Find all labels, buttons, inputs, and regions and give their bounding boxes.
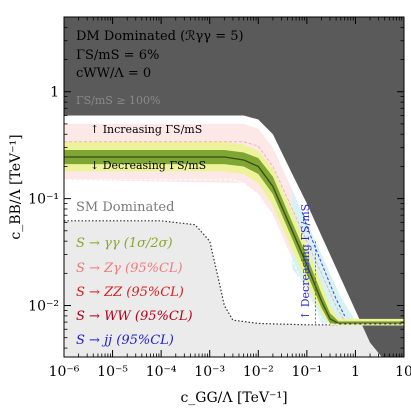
legend: S → γγ (1σ/2σ) S → Zγ (95%CL) S → ZZ (95%C… — [76, 236, 193, 348]
legend-entry: S → jj (95%CL) — [76, 333, 174, 348]
x-axis-label: c_GG/Λ [TeV⁻¹] — [180, 390, 287, 406]
legend-entry: S → ZZ (95%CL) — [76, 285, 184, 300]
plot-frame — [63, 16, 405, 358]
decreasing-width-vertical-label: ↑ Decreasing ΓS/mS — [299, 204, 312, 320]
decreasing-width-label: ↓ Decreasing ΓS/mS — [90, 159, 206, 172]
legend-entry: S → WW (95%CL) — [76, 309, 193, 324]
x-tick-label: 1 — [351, 364, 360, 380]
y-axis-label: c_BB/Λ [TeV⁻¹] — [8, 134, 24, 239]
legend-entry: S → Zγ (95%CL) — [76, 261, 183, 276]
annotations: DM Dominated (ℛγγ = 5) ΓS/mS = 6% cWW/Λ = … — [76, 29, 312, 320]
sm-dominated-region — [64, 220, 404, 357]
y-tick-label: 1 — [50, 85, 59, 101]
dm-dominated-region — [64, 17, 404, 357]
jj-dashed-line — [301, 211, 346, 317]
sm-dominated-label: SM Dominated — [76, 200, 174, 215]
axis-ticks: 10⁻⁶ 10⁻⁵ 10⁻⁴ 10⁻³ 10⁻² 10⁻¹ 1 10 10⁻² 10⁻¹ 1 — [28, 16, 411, 380]
info-line: ΓS/mS = 6% — [76, 48, 159, 63]
zgamma-dashed-line — [64, 141, 346, 322]
info-line: DM Dominated (ℛγγ = 5) — [76, 29, 244, 44]
gamma-gamma-2sigma-band — [64, 141, 404, 326]
info-line: cWW/Λ = 0 — [76, 66, 151, 81]
gamma-gamma-center-line — [64, 156, 404, 325]
x-tick-label: 10⁻¹ — [291, 364, 322, 380]
x-tick-label: 10⁻³ — [194, 364, 225, 380]
legend-entry: S → γγ (1σ/2σ) — [76, 236, 173, 251]
width-limit-label: ΓS/mS ≥ 100% — [76, 94, 161, 107]
x-tick-label: 10⁻² — [243, 364, 274, 380]
plot-area — [64, 17, 404, 357]
increasing-width-label: ↑ Increasing ΓS/mS — [90, 123, 202, 136]
y-tick-label: 10⁻¹ — [28, 192, 59, 208]
y-tick-label: 10⁻² — [28, 299, 59, 315]
x-tick-label: 10 — [395, 364, 411, 380]
x-tick-label: 10⁻⁶ — [49, 364, 80, 380]
x-tick-label: 10⁻⁴ — [146, 364, 177, 380]
x-tick-label: 10⁻⁵ — [97, 364, 128, 380]
